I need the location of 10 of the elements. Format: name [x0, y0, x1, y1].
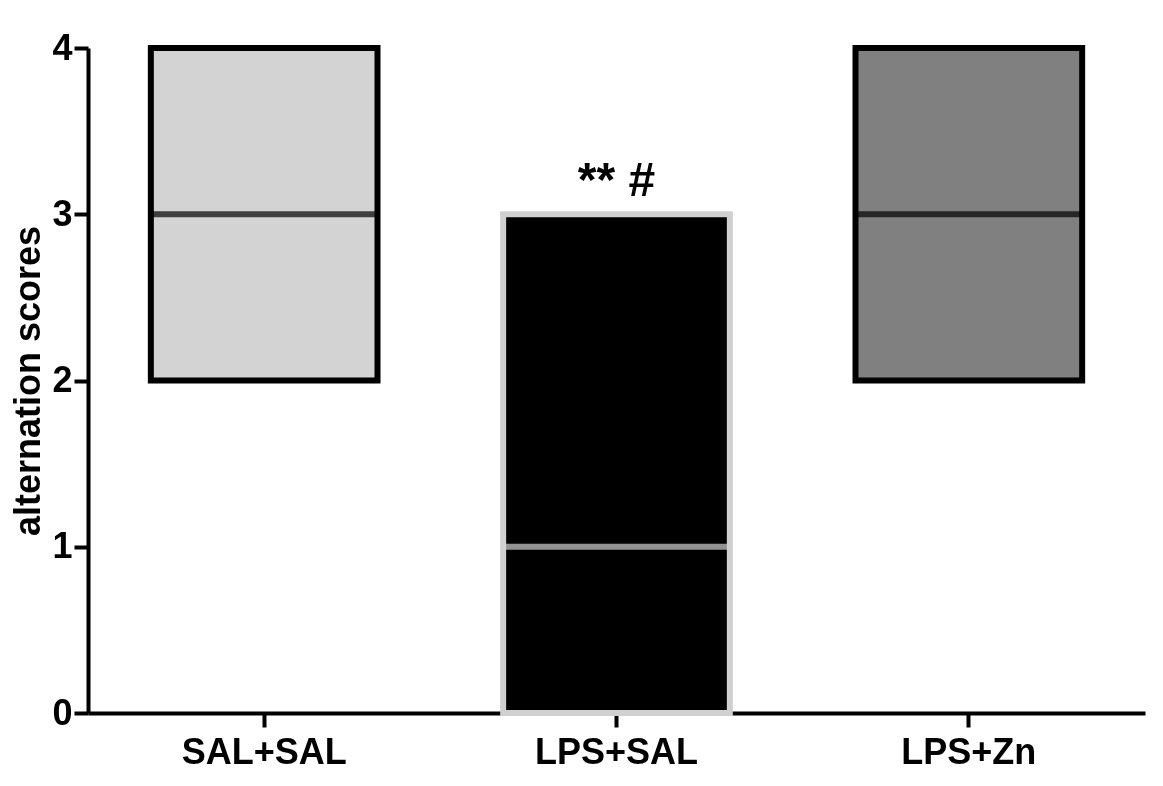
y-tick-label: 3	[52, 192, 73, 234]
y-axis-title: alternation scores	[7, 225, 49, 537]
x-tick-label: SAL+SAL	[181, 730, 347, 772]
annotation: ** #	[577, 153, 656, 207]
y-tick-label: 2	[52, 359, 73, 400]
y-tick-label: 1	[52, 525, 73, 567]
x-tick-label: LPS+SAL	[534, 730, 699, 772]
y-tick-label: 4	[52, 26, 73, 68]
y-tick-label: 0	[52, 691, 73, 733]
x-tick-label: LPS+Zn	[901, 730, 1037, 772]
